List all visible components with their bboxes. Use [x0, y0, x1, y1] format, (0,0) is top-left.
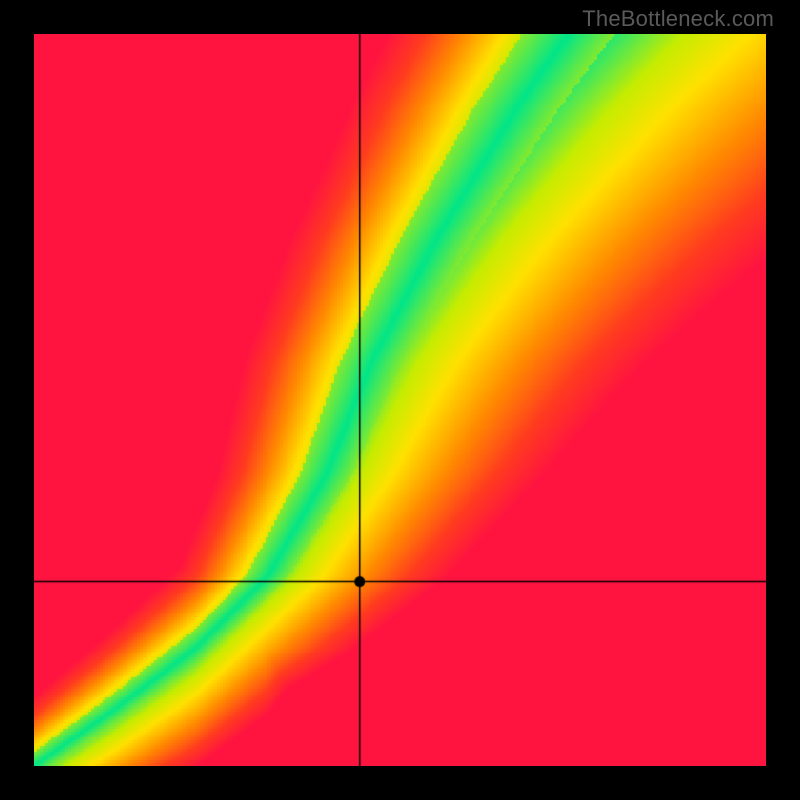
watermark-text: TheBottleneck.com	[582, 6, 774, 32]
heatmap-canvas	[34, 34, 766, 766]
heatmap-container	[34, 34, 766, 766]
image-root: TheBottleneck.com	[0, 0, 800, 800]
